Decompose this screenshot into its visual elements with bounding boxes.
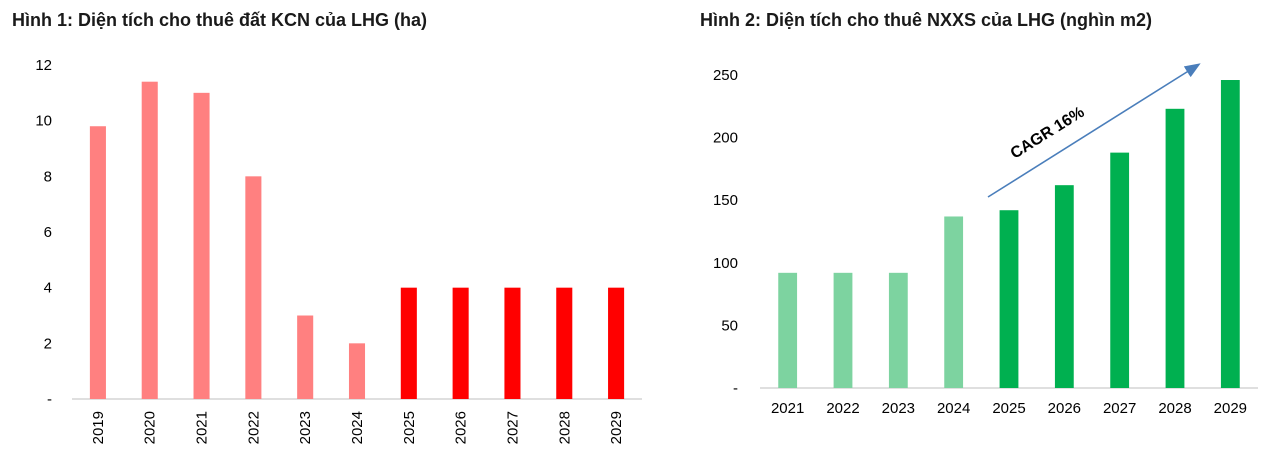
cagr-annotation: CAGR 16% bbox=[1008, 104, 1088, 163]
x-tick-label: 2029 bbox=[608, 411, 625, 444]
x-tick-label: 2025 bbox=[401, 411, 418, 444]
x-tick-label: 2028 bbox=[1158, 400, 1191, 417]
y-tick-label: - bbox=[733, 380, 738, 397]
x-tick-label: 2024 bbox=[349, 411, 366, 444]
x-tick-label: 2026 bbox=[453, 411, 470, 444]
y-tick-label: 200 bbox=[713, 130, 738, 147]
y-tick-label: 8 bbox=[44, 168, 52, 185]
x-tick-label: 2027 bbox=[504, 411, 521, 444]
x-tick-label: 2020 bbox=[142, 411, 159, 444]
chart-panel-right: Hình 2: Diện tích cho thuê NXXS của LHG … bbox=[690, 0, 1272, 465]
bar bbox=[608, 287, 625, 399]
x-tick-label: 2019 bbox=[90, 411, 107, 444]
bar bbox=[999, 210, 1019, 388]
bar-chart-factory-area: - 50 100 150 200 250 2021 2022 2023 2024 2025 2026 2… bbox=[713, 63, 1258, 417]
bar bbox=[944, 216, 964, 388]
bar bbox=[400, 287, 417, 399]
y-tick-label: 12 bbox=[35, 57, 52, 74]
chart-title: Hình 1: Diện tích cho thuê đất KCN của L… bbox=[12, 10, 428, 30]
y-tick-label: 50 bbox=[721, 317, 738, 334]
bar bbox=[833, 272, 853, 388]
y-tick-label: - bbox=[47, 391, 52, 408]
bar bbox=[245, 176, 262, 399]
bar-chart-area-rented: - 2 4 6 8 10 12 2019 2020 2021 2022 2023 2024 2025 202… bbox=[35, 57, 642, 444]
x-tick-label: 2025 bbox=[992, 400, 1025, 417]
bar bbox=[504, 287, 521, 399]
x-tick-label: 2023 bbox=[882, 400, 915, 417]
x-tick-label: 2027 bbox=[1103, 400, 1136, 417]
x-tick-label: 2023 bbox=[297, 411, 314, 444]
bar bbox=[89, 126, 106, 399]
x-tick-label: 2021 bbox=[194, 411, 211, 444]
y-tick-label: 10 bbox=[35, 113, 52, 130]
bar bbox=[556, 287, 573, 399]
y-tick-label: 4 bbox=[44, 280, 52, 297]
y-tick-label: 250 bbox=[713, 67, 738, 84]
bar bbox=[452, 287, 469, 399]
bar bbox=[1220, 80, 1240, 389]
x-tick-label: 2021 bbox=[771, 400, 804, 417]
bar bbox=[1165, 108, 1185, 388]
chart-title: Hình 2: Diện tích cho thuê NXXS của LHG … bbox=[700, 10, 1153, 30]
x-tick-label: 2029 bbox=[1214, 400, 1247, 417]
bar bbox=[193, 92, 210, 399]
x-tick-label: 2026 bbox=[1048, 400, 1081, 417]
chart-panel-left: Hình 1: Diện tích cho thuê đất KCN của L… bbox=[12, 10, 642, 444]
x-tick-label: 2022 bbox=[245, 411, 262, 444]
bar bbox=[778, 272, 798, 388]
y-tick-label: 100 bbox=[713, 255, 738, 272]
x-tick-label: 2028 bbox=[556, 411, 573, 444]
y-tick-label: 6 bbox=[44, 224, 52, 241]
y-tick-label: 150 bbox=[713, 192, 738, 209]
bar bbox=[888, 272, 908, 388]
bar bbox=[1054, 185, 1074, 388]
bar bbox=[297, 315, 314, 399]
bar bbox=[1110, 152, 1130, 388]
y-tick-label: 2 bbox=[44, 335, 52, 352]
cagr-arrow bbox=[987, 63, 1201, 198]
x-tick-label: 2022 bbox=[826, 400, 859, 417]
bar bbox=[141, 81, 158, 399]
bar bbox=[348, 343, 366, 399]
x-tick-label: 2024 bbox=[937, 400, 970, 417]
